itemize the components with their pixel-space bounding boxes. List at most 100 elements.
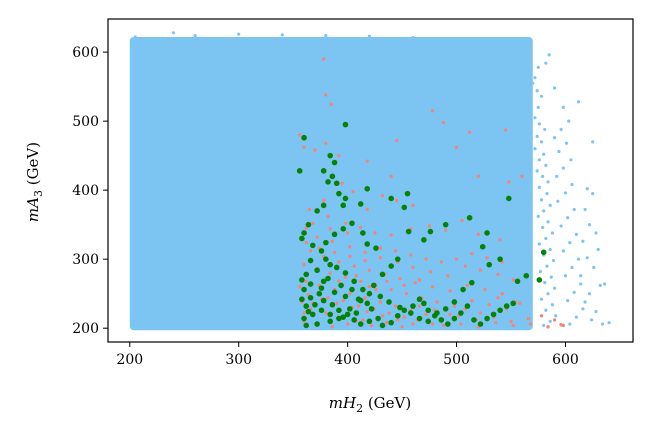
salmon-point: [526, 316, 531, 321]
blue-point: [583, 207, 587, 212]
salmon-point: [546, 325, 550, 329]
blue-point: [539, 94, 544, 98]
green-point: [468, 279, 475, 286]
blue-point: [193, 33, 197, 38]
salmon-point: [411, 265, 415, 270]
blue-point: [535, 169, 539, 173]
green-series: [296, 121, 547, 329]
salmon-point: [476, 232, 481, 237]
green-point: [357, 297, 364, 304]
green-point: [301, 134, 307, 141]
green-point: [460, 286, 466, 293]
green-point: [336, 190, 342, 197]
green-point: [540, 249, 547, 256]
green-point: [314, 321, 320, 327]
green-point: [536, 277, 543, 283]
salmon-point: [446, 274, 450, 278]
salmon-point: [302, 145, 306, 150]
green-point: [375, 315, 381, 322]
blue-point: [550, 231, 554, 235]
salmon-point: [324, 311, 328, 315]
salmon-point: [483, 287, 487, 292]
blue-point: [600, 322, 605, 326]
salmon-point: [365, 207, 369, 212]
green-point: [445, 321, 451, 327]
green-point: [442, 306, 449, 312]
green-point: [303, 303, 310, 309]
green-point: [464, 303, 471, 309]
blue-point: [603, 282, 607, 286]
salmon-point: [496, 272, 500, 277]
salmon-point: [509, 319, 513, 323]
blue-point: [546, 180, 550, 184]
blue-point: [324, 33, 328, 38]
blue-point: [548, 319, 552, 323]
green-point: [503, 303, 510, 309]
green-point: [303, 271, 310, 278]
green-point: [510, 300, 516, 307]
salmon-series: [298, 57, 565, 329]
blue-point: [545, 192, 549, 196]
salmon-point: [470, 251, 474, 256]
blue-point: [454, 37, 459, 41]
green-point: [323, 256, 329, 262]
blue-point: [543, 281, 547, 285]
blue-point: [563, 274, 568, 278]
x-tick-label: 400: [334, 352, 361, 368]
x-tick-label: 200: [116, 352, 143, 368]
blue-point: [581, 239, 585, 243]
salmon-point: [463, 264, 467, 268]
blue-point: [579, 282, 583, 286]
green-point: [320, 297, 327, 304]
salmon-point: [380, 314, 385, 318]
salmon-point: [321, 57, 326, 61]
blue-point: [587, 223, 592, 227]
salmon-point: [308, 249, 313, 253]
salmon-point: [385, 279, 389, 283]
green-point: [316, 290, 323, 297]
green-point: [368, 306, 375, 312]
salmon-point: [389, 233, 393, 237]
blue-point: [572, 207, 576, 212]
salmon-point: [413, 280, 417, 285]
blue-point: [537, 158, 541, 162]
salmon-point: [302, 311, 306, 315]
blue-point: [237, 32, 241, 36]
salmon-point: [352, 264, 356, 268]
salmon-point: [363, 258, 367, 263]
blue-point: [544, 61, 548, 65]
green-point: [314, 208, 320, 214]
green-point: [327, 311, 333, 318]
blue-point: [539, 140, 544, 144]
green-point: [333, 264, 340, 271]
salmon-point: [335, 301, 339, 306]
blue-point: [546, 220, 550, 224]
green-point: [471, 317, 477, 323]
salmon-point: [417, 304, 422, 308]
y-tick-label: 400: [72, 183, 99, 199]
green-point: [320, 168, 327, 174]
green-point: [451, 299, 458, 305]
blue-point: [133, 35, 137, 39]
salmon-point: [454, 257, 459, 261]
salmon-point: [345, 322, 350, 326]
green-point: [451, 315, 458, 322]
salmon-point: [454, 145, 459, 150]
salmon-point: [389, 287, 393, 292]
blue-point: [548, 203, 552, 207]
blue-point: [542, 209, 546, 213]
green-point: [360, 230, 366, 236]
green-point: [301, 230, 307, 236]
salmon-point: [358, 279, 363, 283]
green-point: [458, 310, 464, 316]
salmon-point: [367, 268, 372, 272]
y-tick-label: 500: [72, 114, 99, 130]
green-point: [421, 300, 427, 307]
green-point: [312, 301, 318, 308]
green-point: [416, 315, 423, 322]
salmon-point: [389, 174, 393, 179]
blue-point: [546, 292, 550, 296]
salmon-point: [304, 240, 308, 245]
green-point: [408, 310, 414, 316]
blue-point: [536, 65, 540, 69]
